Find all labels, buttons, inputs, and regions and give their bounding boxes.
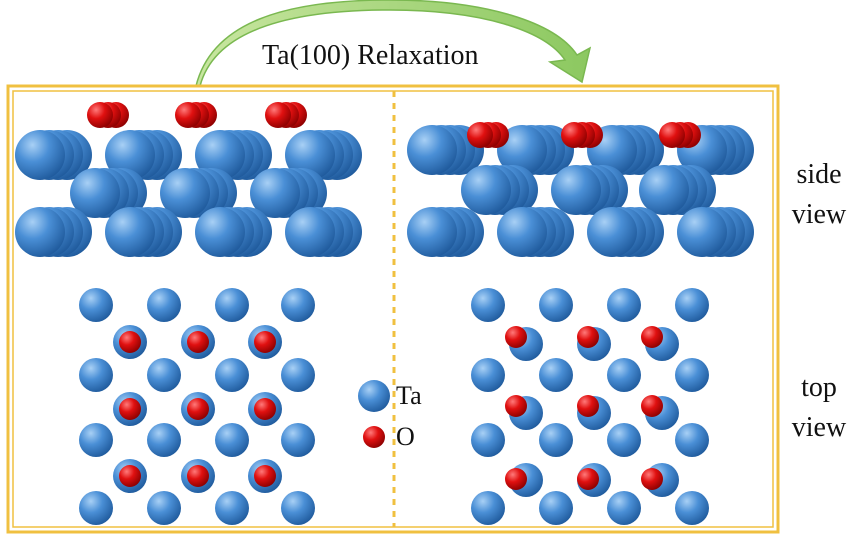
o-atom-side: [175, 102, 201, 128]
o-atom-top: [505, 468, 527, 490]
ta-atom-top: [471, 423, 505, 457]
ta-atom-side: [160, 168, 210, 218]
ta-atom-top: [281, 288, 315, 322]
ta-atom-side: [461, 165, 511, 215]
ta-atom-top: [539, 491, 573, 525]
o-atom-top: [505, 326, 527, 348]
ta-atom-top: [471, 491, 505, 525]
ta-atom-top: [607, 358, 641, 392]
o-atom-side: [659, 122, 685, 148]
ta-atom-top: [607, 491, 641, 525]
ta-atom-side: [677, 207, 727, 257]
ta-atom-top: [607, 288, 641, 322]
ta-atom-side: [285, 207, 335, 257]
ta-atom-top: [215, 491, 249, 525]
ta-atom-side: [15, 130, 65, 180]
ta-atom-top: [539, 358, 573, 392]
ta-atom-top: [281, 423, 315, 457]
o-atom-side: [87, 102, 113, 128]
ta-atom-side: [70, 168, 120, 218]
ta-atom-top: [215, 423, 249, 457]
ta-atom-side: [105, 207, 155, 257]
legend-o-label: O: [396, 422, 415, 451]
ta-atom-side: [639, 165, 689, 215]
o-atom-top: [187, 398, 209, 420]
ta-atom-side: [497, 207, 547, 257]
o-atom-top: [119, 465, 141, 487]
ta-atom-side: [105, 130, 155, 180]
o-atom-top: [254, 465, 276, 487]
o-atom-top: [187, 331, 209, 353]
o-atom-top: [577, 395, 599, 417]
o-atom-top: [641, 395, 663, 417]
o-atom-top: [119, 331, 141, 353]
ta-atom-top: [215, 358, 249, 392]
ta-atom-side: [15, 207, 65, 257]
o-atom-top: [577, 468, 599, 490]
ta-atom-side: [407, 207, 457, 257]
o-atom-top: [641, 326, 663, 348]
o-atom-top: [254, 398, 276, 420]
legend-ta-label: Ta: [396, 381, 422, 410]
ta-atom-top: [675, 491, 709, 525]
ta-atom-side: [551, 165, 601, 215]
relaxation-arrow: [195, 0, 592, 87]
o-atom-side: [561, 122, 587, 148]
legend-ta-symbol: [358, 380, 390, 412]
ta-atom-top: [675, 423, 709, 457]
top-view-label: top view: [791, 372, 847, 443]
ta-atom-side: [497, 125, 547, 175]
o-atom-top: [254, 331, 276, 353]
ta-atom-top: [79, 288, 113, 322]
ta-atom-top: [539, 423, 573, 457]
ta-atom-top: [471, 358, 505, 392]
ta-atom-top: [147, 491, 181, 525]
ta-atom-top: [79, 423, 113, 457]
ta-atom-side: [250, 168, 300, 218]
ta-atom-top: [281, 491, 315, 525]
ta-atom-top: [147, 423, 181, 457]
ta-atom-side: [195, 130, 245, 180]
o-atom-top: [577, 326, 599, 348]
o-atom-top: [641, 468, 663, 490]
diagram-title: Ta(100) Relaxation: [262, 40, 479, 71]
side-view-label: side view: [791, 159, 847, 230]
o-atom-side: [467, 122, 493, 148]
ta-atom-side: [195, 207, 245, 257]
ta-atom-side: [285, 130, 335, 180]
legend-o-symbol: [363, 426, 385, 448]
ta-atom-top: [675, 288, 709, 322]
ta-atom-side: [407, 125, 457, 175]
o-atom-side: [265, 102, 291, 128]
ta-atom-top: [215, 288, 249, 322]
ta-atom-top: [79, 491, 113, 525]
atoms-layer: [15, 102, 754, 525]
ta-atom-top: [281, 358, 315, 392]
o-atom-top: [187, 465, 209, 487]
ta-atom-top: [675, 358, 709, 392]
ta-atom-top: [147, 358, 181, 392]
ta-atom-top: [147, 288, 181, 322]
ta-atom-side: [587, 207, 637, 257]
ta-atom-top: [607, 423, 641, 457]
o-atom-top: [119, 398, 141, 420]
ta-atom-top: [471, 288, 505, 322]
outer-frame: [6, 84, 780, 534]
ta-atom-top: [539, 288, 573, 322]
o-atom-top: [505, 395, 527, 417]
ta-atom-top: [79, 358, 113, 392]
